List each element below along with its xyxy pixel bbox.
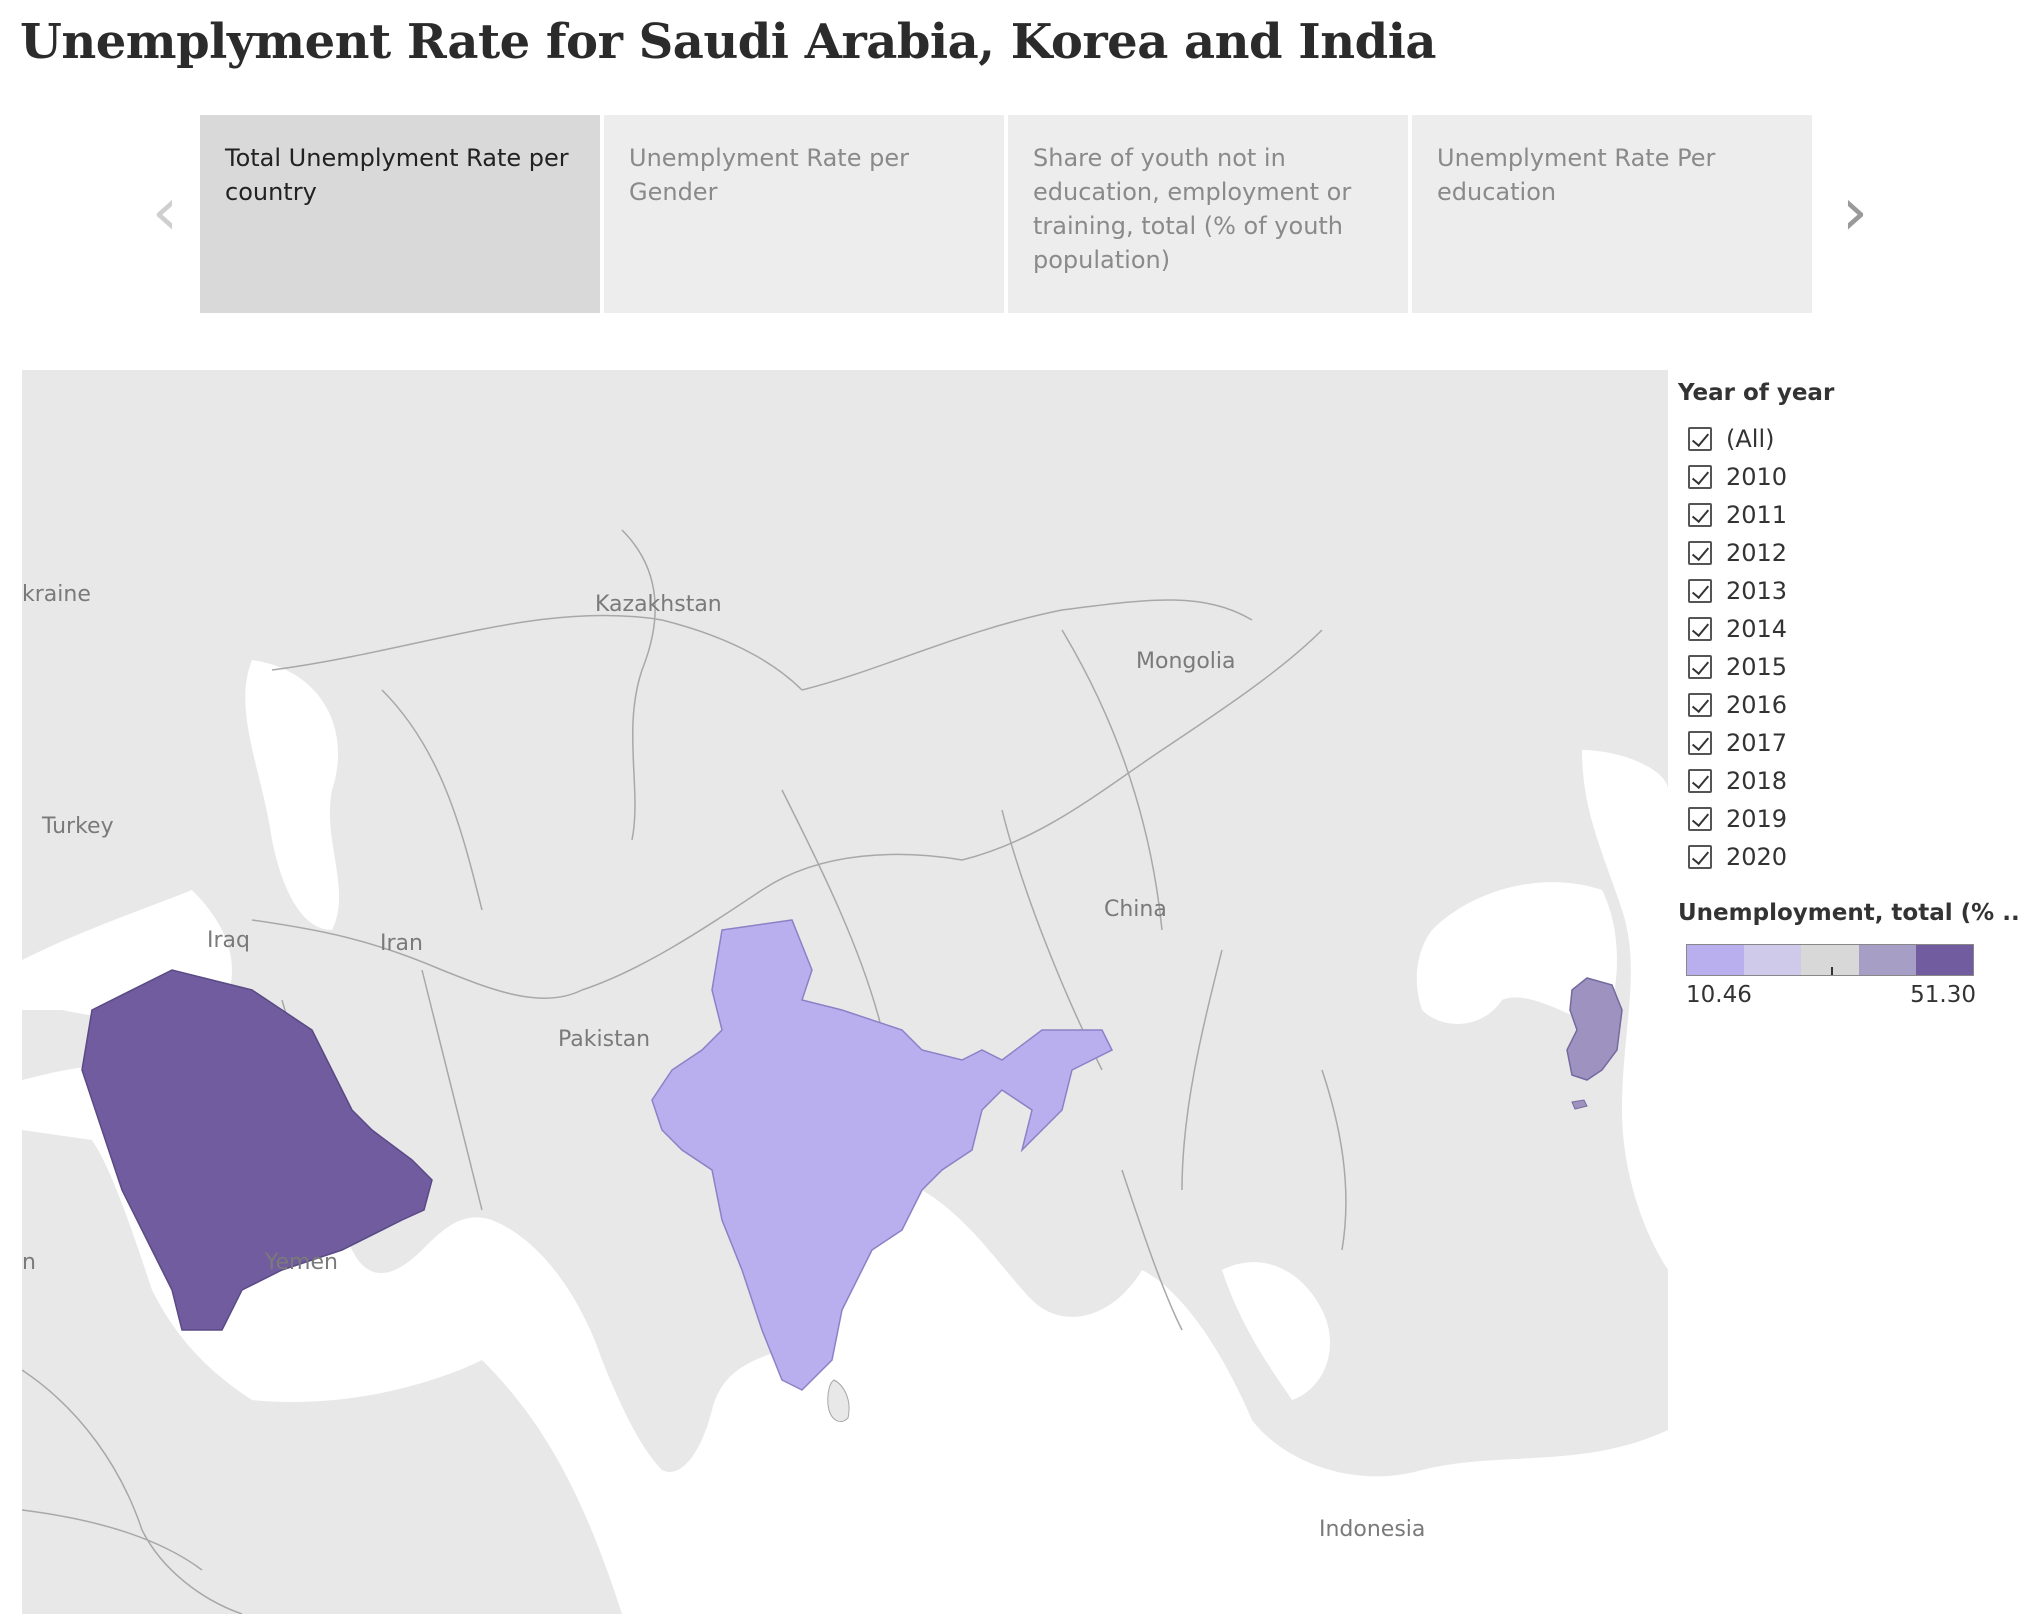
checkbox-checked-icon[interactable] xyxy=(1688,655,1712,679)
map-label-turkey: Turkey xyxy=(42,814,114,839)
filter-item-2017[interactable]: 2017 xyxy=(1678,724,1998,762)
map-label-iraq: Iraq xyxy=(207,928,250,953)
story-point-label: Unemplyment Rate Per education xyxy=(1437,144,1716,206)
filter-item-2012[interactable]: 2012 xyxy=(1678,534,1998,572)
checkbox-checked-icon[interactable] xyxy=(1688,503,1712,527)
story-point-label: Share of youth not in education, employm… xyxy=(1033,144,1352,274)
checkbox-checked-icon[interactable] xyxy=(1688,807,1712,831)
color-ramp-segment xyxy=(1915,945,1974,975)
sri-lanka-region xyxy=(827,1379,850,1422)
color-ramp-segment xyxy=(1858,945,1916,975)
checkbox-checked-icon[interactable] xyxy=(1688,693,1712,717)
filter-item-label: 2019 xyxy=(1726,805,1788,833)
checkbox-checked-icon[interactable] xyxy=(1688,465,1712,489)
story-point-total-unemployment[interactable]: Total Unemplyment Rate per country xyxy=(200,115,600,313)
filter-item-2018[interactable]: 2018 xyxy=(1678,762,1998,800)
map-canvas xyxy=(22,370,1668,1614)
color-ramp-segment xyxy=(1744,945,1802,975)
checkbox-checked-icon[interactable] xyxy=(1688,579,1712,603)
story-point-label: Unemplyment Rate per Gender xyxy=(629,144,909,206)
filter-item-2010[interactable]: 2010 xyxy=(1678,458,1998,496)
checkbox-checked-icon[interactable] xyxy=(1688,731,1712,755)
filter-item-2014[interactable]: 2014 xyxy=(1678,610,1998,648)
map-label-indonesia: Indonesia xyxy=(1319,1517,1426,1542)
filter-item-2011[interactable]: 2011 xyxy=(1678,496,1998,534)
yellow-sea xyxy=(1416,882,1617,1030)
color-legend: Unemployment, total (% .. 10.46 51.30 xyxy=(1678,900,2020,1008)
filter-item-2013[interactable]: 2013 xyxy=(1678,572,1998,610)
checkbox-checked-icon[interactable] xyxy=(1688,541,1712,565)
story-point-education[interactable]: Unemplyment Rate Per education xyxy=(1412,115,1812,313)
map-label-china: China xyxy=(1104,897,1167,922)
map-label-mongolia: Mongolia xyxy=(1136,649,1236,674)
color-legend-title: Unemployment, total (% .. xyxy=(1678,900,2020,926)
story-point-label: Total Unemplyment Rate per country xyxy=(225,144,569,206)
filter-item-all[interactable]: (All) xyxy=(1678,420,1998,458)
map-label-pakistan: Pakistan xyxy=(558,1027,651,1052)
map-label-sudan: n xyxy=(22,1250,36,1275)
map-label-iran: Iran xyxy=(380,931,423,956)
filter-item-2020[interactable]: 2020 xyxy=(1678,838,1998,876)
filter-item-label: (All) xyxy=(1726,425,1775,453)
caspian-sea xyxy=(245,660,340,930)
filter-item-2016[interactable]: 2016 xyxy=(1678,686,1998,724)
india-region[interactable] xyxy=(651,919,1114,1391)
map-label-yemen: Yemen xyxy=(265,1250,338,1275)
checkbox-checked-icon[interactable] xyxy=(1688,845,1712,869)
indian-ocean xyxy=(22,1065,1668,1614)
map-label-ukraine: kraine xyxy=(22,582,91,607)
year-filter-title: Year of year xyxy=(1678,380,1835,406)
color-ramp xyxy=(1686,944,1974,976)
filter-item-label: 2018 xyxy=(1726,767,1788,795)
story-point-youth-neet[interactable]: Share of youth not in education, employm… xyxy=(1008,115,1408,313)
year-filter: Year of year (All) 2010 2011 2012 2013 2… xyxy=(1678,380,1998,876)
filter-item-2015[interactable]: 2015 xyxy=(1678,648,1998,686)
checkbox-checked-icon[interactable] xyxy=(1688,427,1712,451)
checkbox-checked-icon[interactable] xyxy=(1688,617,1712,641)
korea-region[interactable] xyxy=(1566,977,1623,1081)
filter-item-label: 2013 xyxy=(1726,577,1788,605)
south-china-sea xyxy=(1222,1262,1331,1400)
checkbox-checked-icon[interactable] xyxy=(1688,769,1712,793)
ramp-tick xyxy=(1831,967,1833,975)
filter-item-label: 2012 xyxy=(1726,539,1788,567)
story-navigator: ‹ Total Unemplyment Rate per country Une… xyxy=(140,115,1880,315)
filter-item-label: 2010 xyxy=(1726,463,1788,491)
filter-item-label: 2014 xyxy=(1726,615,1788,643)
saudi-arabia-region[interactable] xyxy=(81,969,433,1331)
color-ramp-segment xyxy=(1687,945,1745,975)
jeju-island[interactable] xyxy=(1571,1099,1588,1110)
previous-arrow-icon[interactable]: ‹ xyxy=(151,173,179,250)
filter-item-label: 2016 xyxy=(1726,691,1788,719)
map[interactable]: kraine Kazakhstan Mongolia Turkey Iraq I… xyxy=(22,370,1668,1614)
sea-of-japan xyxy=(1582,750,1668,1270)
story-point-gender[interactable]: Unemplyment Rate per Gender xyxy=(604,115,1004,313)
filter-item-label: 2015 xyxy=(1726,653,1788,681)
ramp-min-label: 10.46 xyxy=(1686,982,1752,1008)
color-ramp-segment xyxy=(1801,945,1859,975)
next-arrow-icon[interactable]: › xyxy=(1841,173,1869,250)
filter-item-label: 2017 xyxy=(1726,729,1788,757)
map-label-kazakhstan: Kazakhstan xyxy=(595,592,722,617)
ramp-max-label: 51.30 xyxy=(1910,982,1976,1008)
page-title: Unemplyment Rate for Saudi Arabia, Korea… xyxy=(20,14,1437,70)
filter-item-2019[interactable]: 2019 xyxy=(1678,800,1998,838)
filter-item-label: 2020 xyxy=(1726,843,1788,871)
filter-item-label: 2011 xyxy=(1726,501,1788,529)
